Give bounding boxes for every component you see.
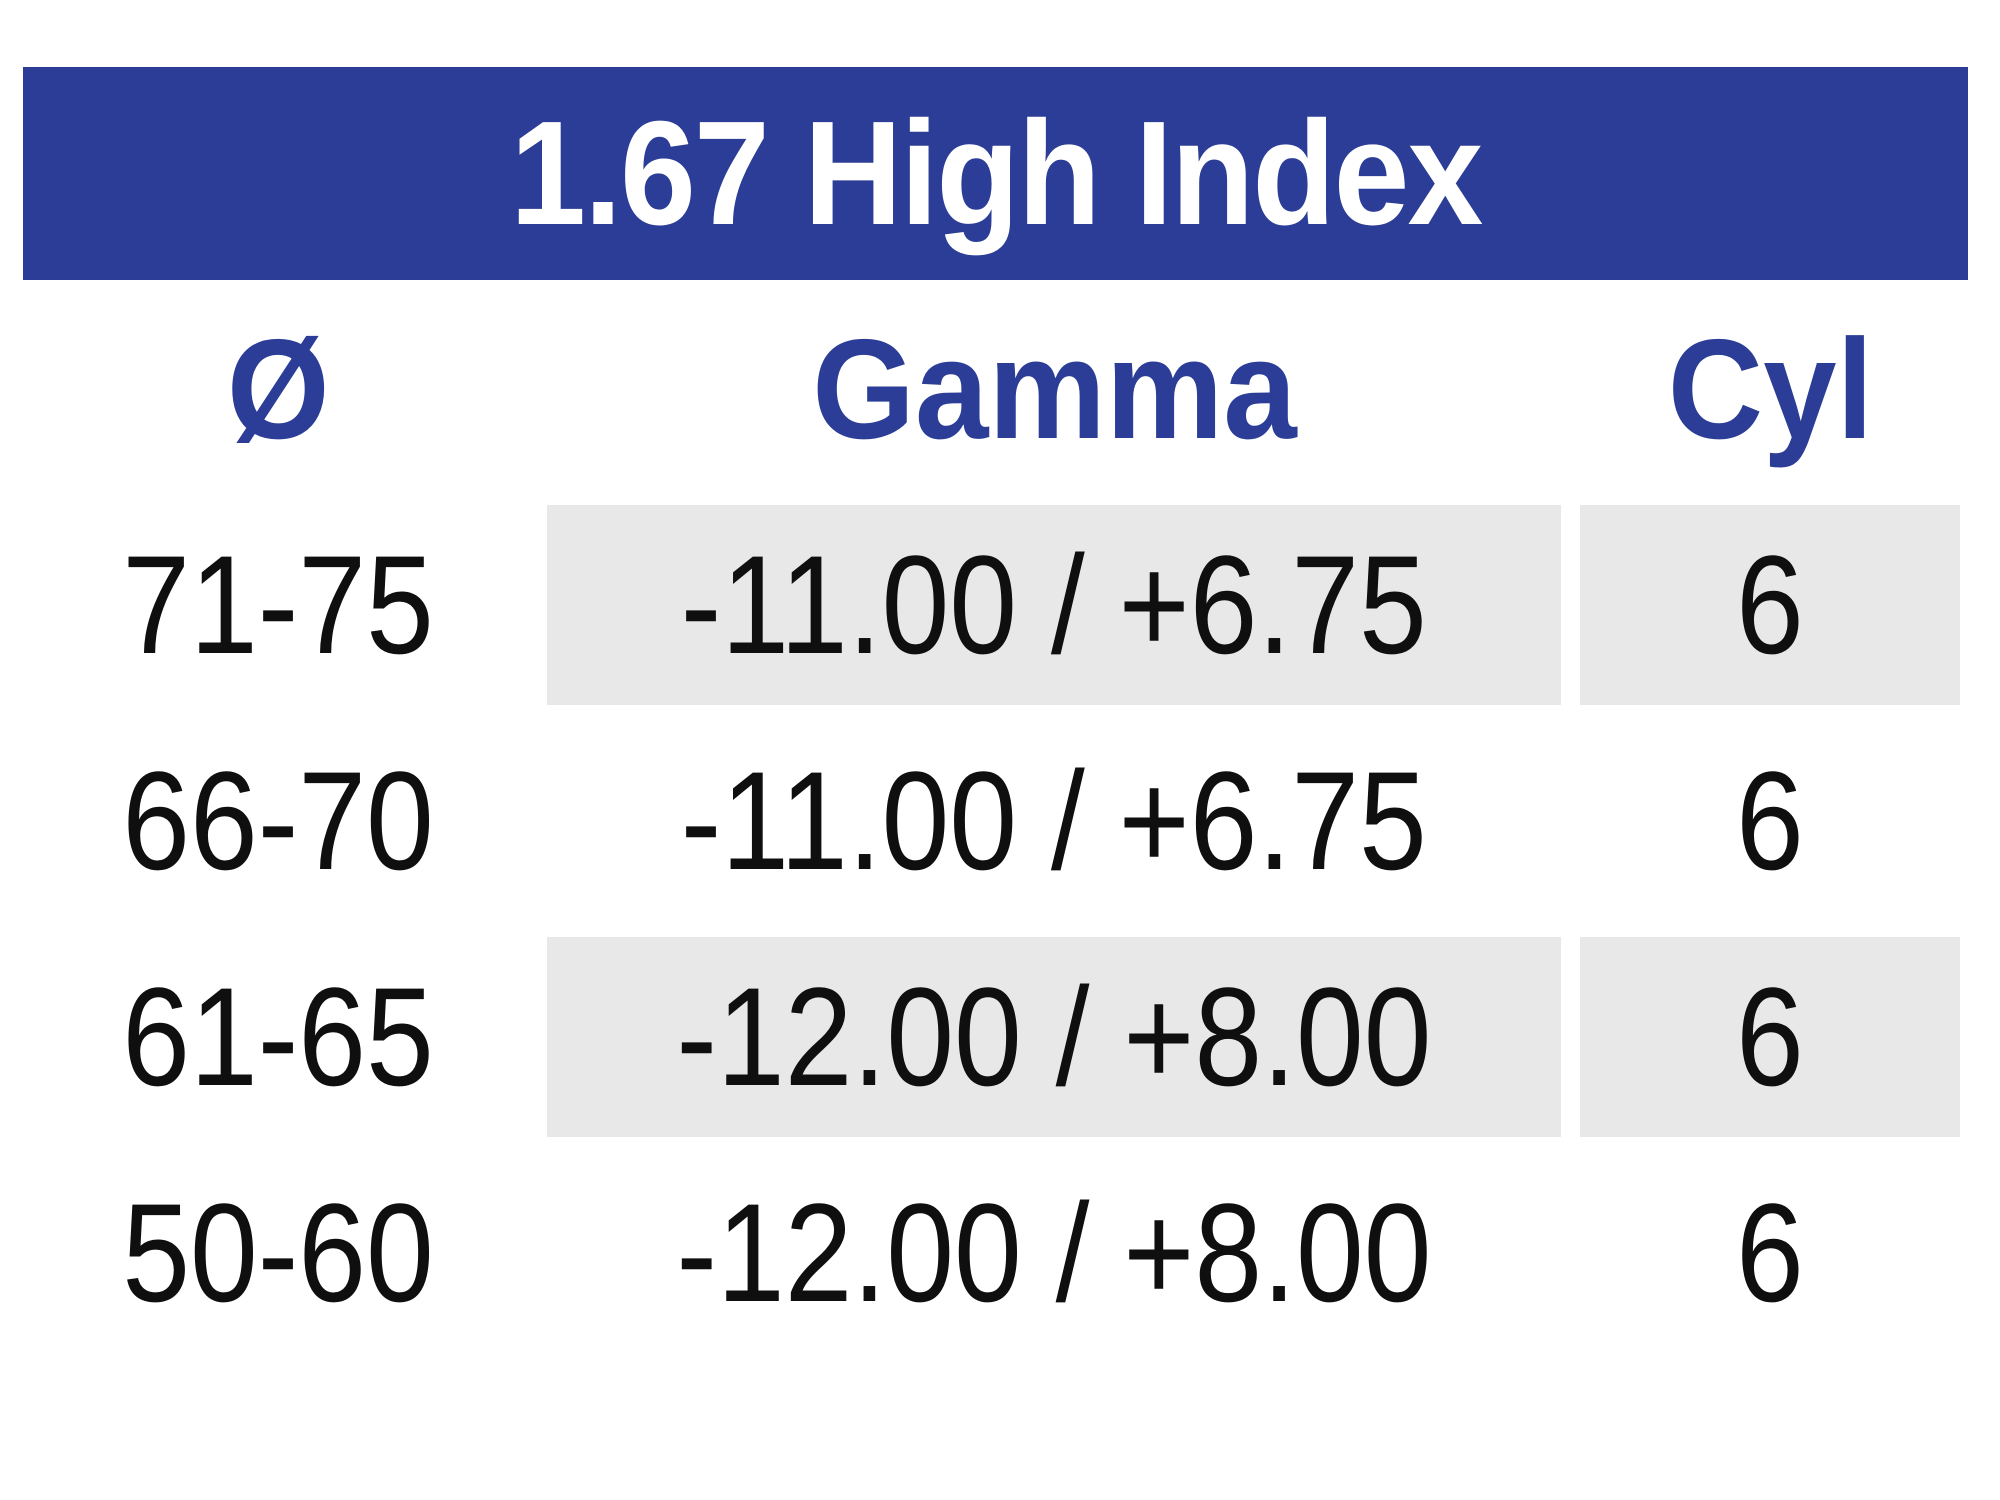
column-header-gamma: Gamma (811, 310, 1297, 469)
gamma-range-value: -11.00 / +6.75 (680, 526, 1428, 683)
table-row: 61-65 -12.00 / +8.00 6 (0, 937, 2000, 1137)
diameter-cell: 71-75 (36, 505, 520, 705)
column-header-diameter-symbol: Ø (226, 310, 330, 469)
gamma-range-value: -11.00 / +6.75 (680, 742, 1428, 899)
column-header-cell-diameter: Ø (36, 295, 520, 485)
cyl-value: 6 (1736, 1174, 1804, 1331)
table-title-bar: 1.67 High Index (23, 67, 1968, 280)
gamma-cell: -12.00 / +8.00 (547, 1153, 1561, 1353)
column-header-row: Ø Gamma Cyl (0, 295, 2000, 485)
diameter-cell: 50-60 (36, 1153, 520, 1353)
table-row: 66-70 -11.00 / +6.75 6 (0, 721, 2000, 921)
table-row: 71-75 -11.00 / +6.75 6 (0, 505, 2000, 705)
cyl-value: 6 (1736, 958, 1804, 1115)
diameter-range-value: 50-60 (122, 1174, 434, 1331)
table-title: 1.67 High Index (509, 90, 1483, 256)
diameter-range-value: 66-70 (122, 742, 434, 899)
gamma-range-value: -12.00 / +8.00 (676, 1174, 1432, 1331)
cyl-cell: 6 (1580, 937, 1960, 1137)
diameter-cell: 66-70 (36, 721, 520, 921)
diameter-range-value: 61-65 (122, 958, 434, 1115)
cyl-cell: 6 (1580, 1153, 1960, 1353)
cyl-value: 6 (1736, 526, 1804, 683)
cyl-cell: 6 (1580, 721, 1960, 921)
cyl-cell: 6 (1580, 505, 1960, 705)
column-header-cyl: Cyl (1667, 310, 1873, 469)
diameter-range-value: 71-75 (122, 526, 434, 683)
cyl-value: 6 (1736, 742, 1804, 899)
table-row: 50-60 -12.00 / +8.00 6 (0, 1153, 2000, 1353)
gamma-cell: -12.00 / +8.00 (547, 937, 1561, 1137)
gamma-range-value: -12.00 / +8.00 (676, 958, 1432, 1115)
column-header-cell-cyl: Cyl (1580, 295, 1960, 485)
diameter-cell: 61-65 (36, 937, 520, 1137)
column-header-cell-gamma: Gamma (547, 295, 1561, 485)
gamma-cell: -11.00 / +6.75 (547, 721, 1561, 921)
gamma-cell: -11.00 / +6.75 (547, 505, 1561, 705)
